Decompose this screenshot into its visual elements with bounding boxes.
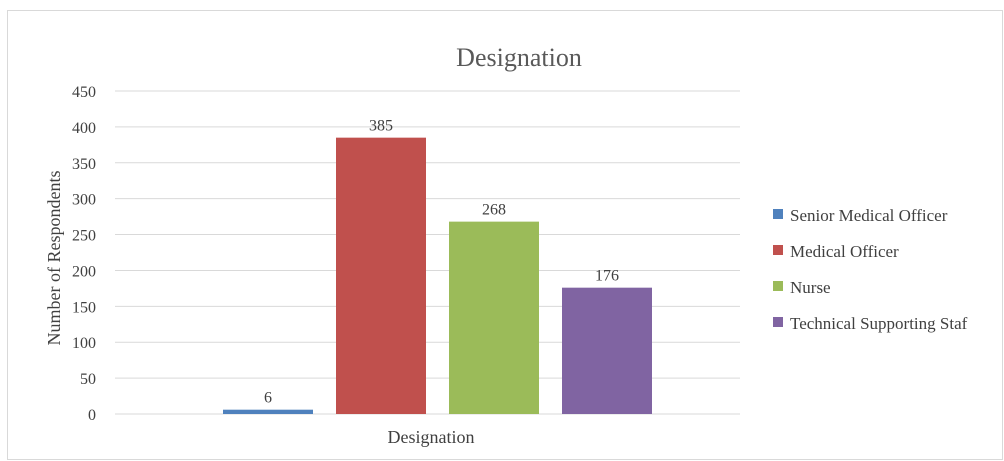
data-label: 268: [482, 202, 506, 219]
y-tick-label: 150: [72, 299, 96, 316]
y-tick-label: 250: [72, 228, 96, 245]
y-tick-label: 450: [72, 84, 96, 101]
legend: Senior Medical Officer Medical Officer Nur…: [773, 206, 968, 333]
data-label: 6: [264, 390, 272, 407]
y-tick-label: 350: [72, 156, 96, 173]
y-tick-label: 300: [72, 192, 96, 209]
bar-nurse: [449, 221, 539, 414]
bar-senior-medical-officer: [223, 409, 313, 414]
y-tick-label: 0: [88, 407, 96, 424]
legend-label: Senior Medical Officer: [790, 206, 948, 225]
legend-label: Nurse: [790, 278, 831, 297]
data-label: 385: [369, 118, 393, 135]
bar-technical-supporting-staf: [562, 287, 652, 414]
bars: [223, 137, 652, 414]
legend-swatch: [773, 281, 783, 291]
x-axis-label: Designation: [388, 427, 475, 447]
legend-swatch: [773, 317, 783, 327]
y-tick-label: 400: [72, 120, 96, 137]
bar-medical-officer: [336, 137, 426, 414]
y-axis-label: Number of Respondents: [44, 171, 64, 346]
legend-label: Technical Supporting Staf: [790, 314, 968, 333]
data-label: 176: [595, 268, 619, 285]
y-axis-tick-labels: 0 50 100 150 200 250 300 350 400 450: [72, 84, 96, 424]
y-tick-label: 50: [80, 371, 96, 388]
y-tick-label: 200: [72, 263, 96, 280]
legend-swatch: [773, 245, 783, 255]
legend-swatch: [773, 209, 783, 219]
data-labels: 6 385 268 176: [264, 118, 619, 407]
legend-label: Medical Officer: [790, 242, 899, 261]
chart-title: Designation: [456, 43, 582, 72]
y-tick-label: 100: [72, 335, 96, 352]
